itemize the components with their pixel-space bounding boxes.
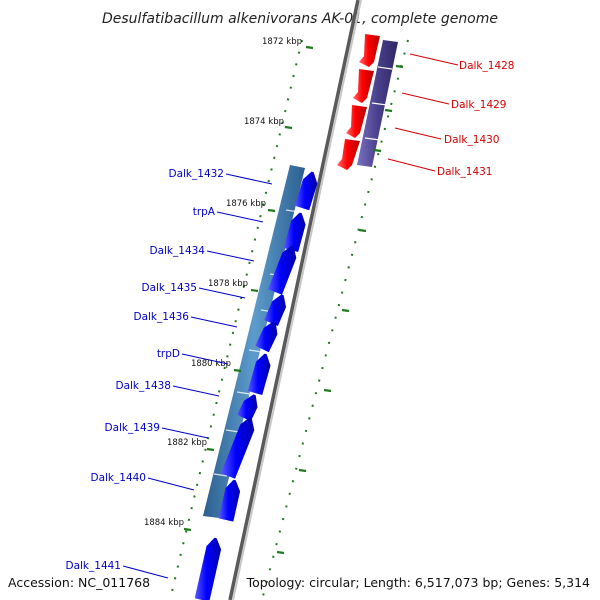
gene-arrow-Dalk_1440 [218,479,241,522]
gene-arrow-Dalk_1441 [194,537,222,600]
tick-mark [341,308,350,313]
leader-line [198,287,246,299]
red-gene-arrows [337,34,380,170]
gene-label-trpD[interactable]: trpD [157,348,180,360]
tick-mark [358,228,367,233]
tick-label: 1876 kbp [226,199,266,209]
steel-track [203,165,305,518]
leader-line [401,92,450,105]
gene-arrow-Dalk_1439 [221,417,255,479]
gene-arrow-Dalk_1435 [264,294,286,326]
gene-arrow-Dalk_1431 [337,139,360,170]
tick-mark [284,125,293,130]
leader-line [147,477,195,491]
gene-arrow-Dalk_1434 [268,245,297,295]
tick-label: 1878 kbp [208,279,248,289]
gene-label-Dalk_1435[interactable]: Dalk_1435 [142,282,198,294]
purple-track [357,40,398,167]
tick-label: 1884 kbp [144,518,184,528]
leader-line [190,316,238,328]
gene-arrow-Dalk_1436 [255,321,278,353]
gene-label-Dalk_1440[interactable]: Dalk_1440 [91,472,147,484]
gene-label-Dalk_1432[interactable]: Dalk_1432 [169,168,225,180]
leader-line [122,565,169,579]
gene-arrow-Dalk_1432 [294,171,318,211]
tick-label: 1874 kbp [244,117,284,127]
gene-label-Dalk_1439[interactable]: Dalk_1439 [105,422,161,434]
leader-line [216,211,264,223]
gene-label-Dalk_1431[interactable]: Dalk_1431 [437,166,493,178]
tick-mark [267,208,276,213]
leader-line [225,173,273,185]
leader-line [394,127,442,140]
tick-mark [233,368,242,373]
gene-arrow-Dalk_1430 [346,105,367,138]
tick-mark [183,527,192,532]
tick-mark [395,64,404,69]
tick-label: 1872 kbp [262,37,302,47]
tick-label: 1882 kbp [167,438,207,448]
gene-labels: Dalk_1428 Dalk_1429 Dalk_1430 Dalk_1431 Dalk… [66,53,515,579]
tick-mark [373,148,382,153]
tick-mark [305,45,314,50]
gene-label-Dalk_1441[interactable]: Dalk_1441 [66,560,122,572]
gene-arrow-trpA [283,212,306,252]
gc-dotted-track-right [261,39,409,600]
tick-mark [206,447,215,452]
leader-line [161,427,209,439]
topology-text: Topology: circular; Length: 6,517,073 bp… [246,575,590,590]
leader-line [172,385,220,397]
gene-arrow-Dalk_1438 [237,394,258,422]
accession-text: Accession: NC_011768 [8,575,150,590]
gene-label-Dalk_1436[interactable]: Dalk_1436 [134,311,190,323]
leader-line [409,53,459,66]
gene-label-trpA[interactable]: trpA [193,206,216,218]
gene-arrow-Dalk_1429 [353,69,374,103]
gene-label-Dalk_1429[interactable]: Dalk_1429 [451,99,507,111]
gene-arrow-Dalk_1428 [359,34,380,67]
gene-label-Dalk_1430[interactable]: Dalk_1430 [444,134,500,146]
genome-backbone [228,0,362,600]
gene-label-Dalk_1434[interactable]: Dalk_1434 [150,245,206,257]
leader-line [387,158,436,172]
tick-mark [250,288,259,293]
leader-line [206,250,255,262]
leader-line [181,353,229,365]
position-ticks: 1872 kbp 1874 kbp 1876 kbp 1878 kbp 1880 kbp… [144,37,404,555]
tick-mark [323,388,332,393]
gene-arrow-trpD [247,353,271,395]
gene-label-Dalk_1428[interactable]: Dalk_1428 [459,60,515,72]
tick-mark [276,550,285,555]
tick-mark [298,468,307,473]
tick-label: 1880 kbp [191,359,231,369]
map-title: Desulfatibacillum alkenivorans AK-01, co… [102,11,498,27]
tick-mark [384,108,393,113]
blue-gene-arrows [194,171,318,600]
gene-label-Dalk_1438[interactable]: Dalk_1438 [116,380,172,392]
